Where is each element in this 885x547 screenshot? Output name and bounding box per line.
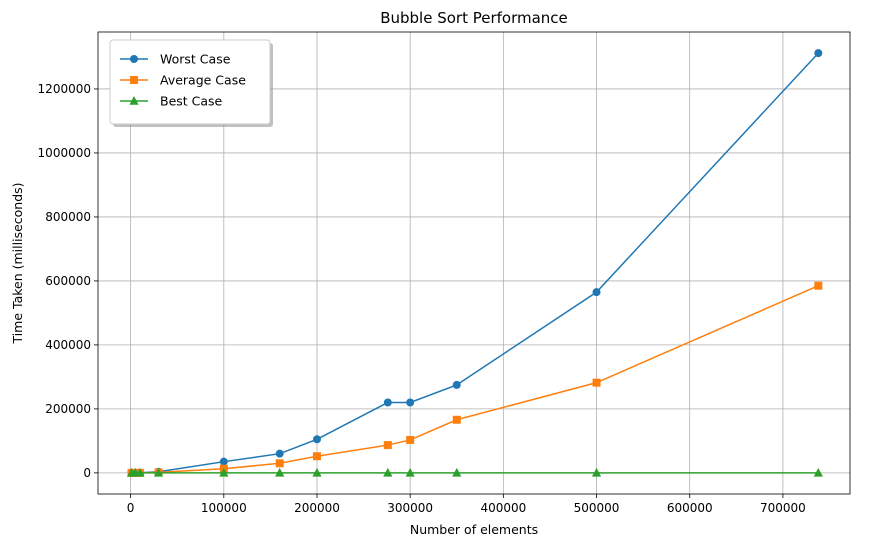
data-point-best-case	[813, 467, 823, 477]
data-point-worst-case	[592, 288, 601, 297]
y-axis-label: Time Taken (milliseconds)	[10, 182, 25, 344]
data-point-average-case	[383, 441, 392, 450]
legend-marker-best-case	[129, 96, 139, 105]
x-tick-label: 300000	[387, 501, 433, 515]
data-point-best-case	[275, 467, 285, 477]
data-point-average-case	[312, 452, 321, 461]
series-average-case	[127, 281, 823, 477]
data-point-average-case	[275, 459, 284, 468]
legend-label-average-case: Average Case	[160, 73, 246, 88]
x-tick-label: 0	[127, 501, 135, 515]
y-tick-label: 200000	[45, 402, 91, 416]
data-point-worst-case	[814, 49, 823, 58]
data-point-best-case	[591, 467, 602, 477]
data-point-best-case	[135, 467, 145, 477]
y-tick-label: 800000	[45, 210, 91, 224]
data-point-worst-case	[312, 435, 321, 444]
legend-label-best-case: Best Case	[160, 94, 223, 109]
x-tick-label: 600000	[667, 501, 713, 515]
legend-box	[109, 39, 271, 125]
legend-marker-worst-case	[130, 55, 138, 63]
data-point-average-case	[592, 378, 601, 387]
series-best-case	[126, 467, 823, 477]
plot-frame	[97, 31, 851, 495]
data-point-best-case	[153, 467, 164, 477]
x-tick-label: 200000	[294, 501, 340, 515]
y-tick-label: 600000	[45, 274, 91, 288]
legend-label-worst-case: Worst Case	[160, 52, 231, 67]
x-tick-label: 400000	[480, 501, 526, 515]
y-tick-label: 0	[83, 466, 91, 480]
x-axis-label: Number of elements	[410, 522, 538, 537]
series-line-average-case	[131, 285, 819, 474]
legend: Worst Case Average Case Best Case	[109, 39, 273, 127]
y-tick-label: 1000000	[38, 146, 91, 160]
axes: 0 100000 200000 300000 400000 500000 600000 700…	[38, 31, 851, 515]
data-point-worst-case	[275, 449, 284, 458]
x-tick-label: 700000	[760, 501, 806, 515]
data-point-worst-case	[219, 457, 228, 466]
x-tick-label: 500000	[574, 501, 620, 515]
data-point-best-case	[383, 467, 393, 477]
data-point-worst-case	[383, 398, 392, 407]
data-point-best-case	[452, 467, 462, 477]
data-point-average-case	[452, 415, 461, 424]
data-point-average-case	[406, 435, 415, 444]
data-point-average-case	[814, 281, 823, 290]
x-tick-label: 100000	[201, 501, 247, 515]
data-point-best-case	[312, 467, 322, 477]
data-point-worst-case	[452, 380, 461, 389]
series-layer	[126, 49, 823, 477]
data-point-worst-case	[406, 398, 415, 407]
y-tick-label: 400000	[45, 338, 91, 352]
chart-title: Bubble Sort Performance	[380, 9, 568, 27]
data-point-best-case	[219, 467, 229, 477]
legend-marker-average-case	[130, 76, 138, 84]
y-tick-label: 1200000	[38, 82, 91, 96]
data-point-best-case	[405, 467, 415, 477]
